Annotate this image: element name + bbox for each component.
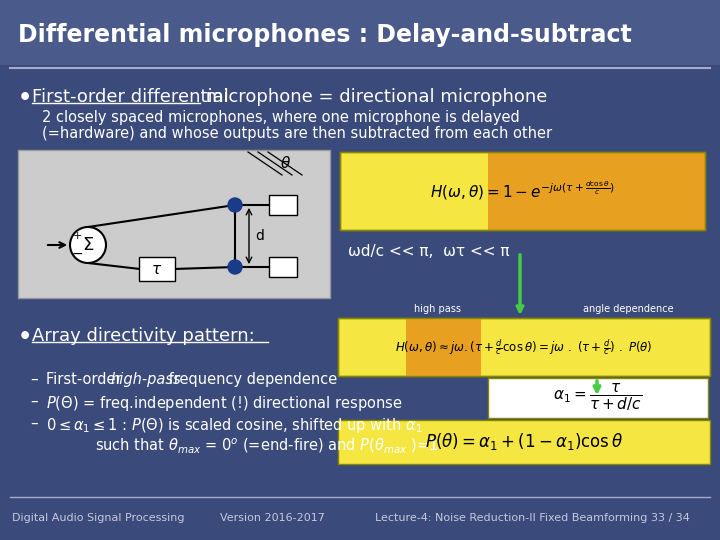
Circle shape	[228, 260, 242, 274]
Text: –: –	[30, 394, 37, 409]
Text: $P(\Theta)$ = freq.independent (!) directional response: $P(\Theta)$ = freq.independent (!) direc…	[46, 394, 402, 413]
Circle shape	[70, 227, 106, 263]
Text: +: +	[72, 231, 81, 241]
FancyBboxPatch shape	[269, 257, 297, 277]
Text: 33 / 34: 33 / 34	[651, 513, 690, 523]
Text: $0 \leq \alpha_1 \leq 1$ : $P(\Theta)$ is scaled cosine, shifted up with $\alpha: $0 \leq \alpha_1 \leq 1$ : $P(\Theta)$ i…	[46, 416, 423, 435]
Text: Version 2016-2017: Version 2016-2017	[220, 513, 325, 523]
Text: First-order differential: First-order differential	[32, 88, 229, 106]
FancyBboxPatch shape	[488, 378, 708, 418]
Text: $\tau$: $\tau$	[151, 261, 163, 276]
Text: d: d	[255, 229, 264, 243]
Text: 2 closely spaced microphones, where one microphone is delayed: 2 closely spaced microphones, where one …	[42, 110, 520, 125]
FancyBboxPatch shape	[338, 420, 710, 464]
Text: high-pass: high-pass	[110, 372, 181, 387]
FancyBboxPatch shape	[406, 318, 481, 376]
Text: (=hardware) and whose outputs are then subtracted from each other: (=hardware) and whose outputs are then s…	[42, 126, 552, 141]
Text: Digital Audio Signal Processing: Digital Audio Signal Processing	[12, 513, 184, 523]
FancyBboxPatch shape	[269, 195, 297, 215]
FancyBboxPatch shape	[0, 0, 720, 65]
Text: Array directivity pattern:: Array directivity pattern:	[32, 327, 255, 345]
Text: angle dependence: angle dependence	[582, 304, 673, 314]
Text: microphone = directional microphone: microphone = directional microphone	[200, 88, 547, 106]
Text: Differential microphones : Delay-and-subtract: Differential microphones : Delay-and-sub…	[18, 23, 631, 47]
Text: such that $\theta_{max}$ = 0$^{o}$ (=end-fire) and $P(\theta_{max}$ )=1: such that $\theta_{max}$ = 0$^{o}$ (=end…	[95, 436, 438, 455]
Text: high pass: high pass	[415, 304, 462, 314]
Text: −: −	[71, 247, 83, 261]
FancyBboxPatch shape	[406, 318, 481, 376]
Text: frequency dependence: frequency dependence	[164, 372, 337, 387]
Text: $P(\theta) = \alpha_1 + (1 - \alpha_1)\cos\theta$: $P(\theta) = \alpha_1 + (1 - \alpha_1)\c…	[425, 431, 623, 453]
Circle shape	[228, 198, 242, 212]
Text: •: •	[18, 327, 32, 347]
Text: $H(\omega,\theta) \approx j\omega.(\tau + \frac{d}{c}\cos\theta) = j\omega\ .\ (: $H(\omega,\theta) \approx j\omega.(\tau …	[395, 337, 653, 357]
Text: $H(\omega,\theta) = 1 - e^{-j\omega(\tau + \frac{d\cos\theta}{c})}$: $H(\omega,\theta) = 1 - e^{-j\omega(\tau…	[430, 179, 615, 202]
FancyBboxPatch shape	[340, 152, 488, 230]
Text: ωd/c << π,  ωτ << π: ωd/c << π, ωτ << π	[348, 244, 510, 259]
FancyBboxPatch shape	[18, 150, 330, 298]
Text: –: –	[30, 416, 37, 431]
FancyBboxPatch shape	[139, 257, 175, 281]
FancyBboxPatch shape	[338, 318, 710, 376]
FancyBboxPatch shape	[488, 152, 705, 230]
Text: –: –	[30, 372, 37, 387]
Text: $\theta$: $\theta$	[280, 155, 291, 171]
Text: First-order: First-order	[46, 372, 126, 387]
Text: $\Sigma$: $\Sigma$	[82, 236, 94, 254]
Text: Lecture-4: Noise Reduction-II Fixed Beamforming: Lecture-4: Noise Reduction-II Fixed Beam…	[375, 513, 647, 523]
Text: $\alpha_1 = \dfrac{\tau}{\tau + d/c}$: $\alpha_1 = \dfrac{\tau}{\tau + d/c}$	[554, 383, 642, 414]
Text: •: •	[18, 88, 32, 108]
